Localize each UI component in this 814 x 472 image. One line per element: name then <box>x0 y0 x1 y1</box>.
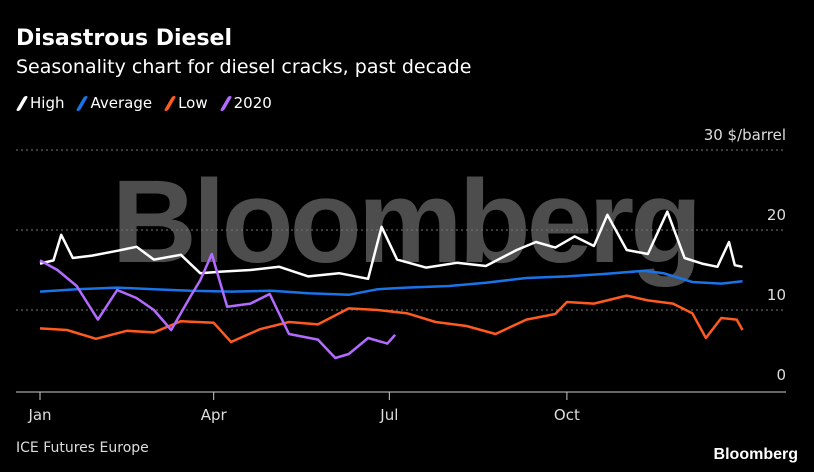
series-line-2020 <box>39 252 397 360</box>
legend-label: Low <box>178 94 208 112</box>
legend-item: Average <box>76 94 152 112</box>
y-tick-label: 20 <box>767 206 786 224</box>
series-line-high <box>39 210 743 281</box>
series-line-average <box>39 269 743 297</box>
chart-title: Disastrous Diesel <box>16 26 233 51</box>
legend-label: 2020 <box>233 94 272 112</box>
series-line-low <box>39 294 744 344</box>
legend-item: High <box>15 94 65 112</box>
legend: High Average Low 2020 <box>15 94 272 112</box>
x-tick-label: Apr <box>201 406 228 424</box>
x-tick-label: Jan <box>27 406 51 424</box>
bloomberg-logo: Bloomberg <box>713 446 798 463</box>
source-note: ICE Futures Europe <box>16 440 149 456</box>
x-tick-label: Jul <box>379 406 398 424</box>
legend-item: Low <box>163 94 208 112</box>
chart-subtitle: Seasonality chart for diesel cracks, pas… <box>16 56 472 78</box>
legend-label: Average <box>90 94 153 112</box>
legend-item: 2020 <box>219 94 272 112</box>
x-tick-label: Oct <box>554 406 580 424</box>
y-tick-label: 30 $/barrel <box>704 126 786 144</box>
y-tick-label: 0 <box>776 366 786 384</box>
y-tick-label: 10 <box>767 286 786 304</box>
legend-label: High <box>30 94 65 112</box>
